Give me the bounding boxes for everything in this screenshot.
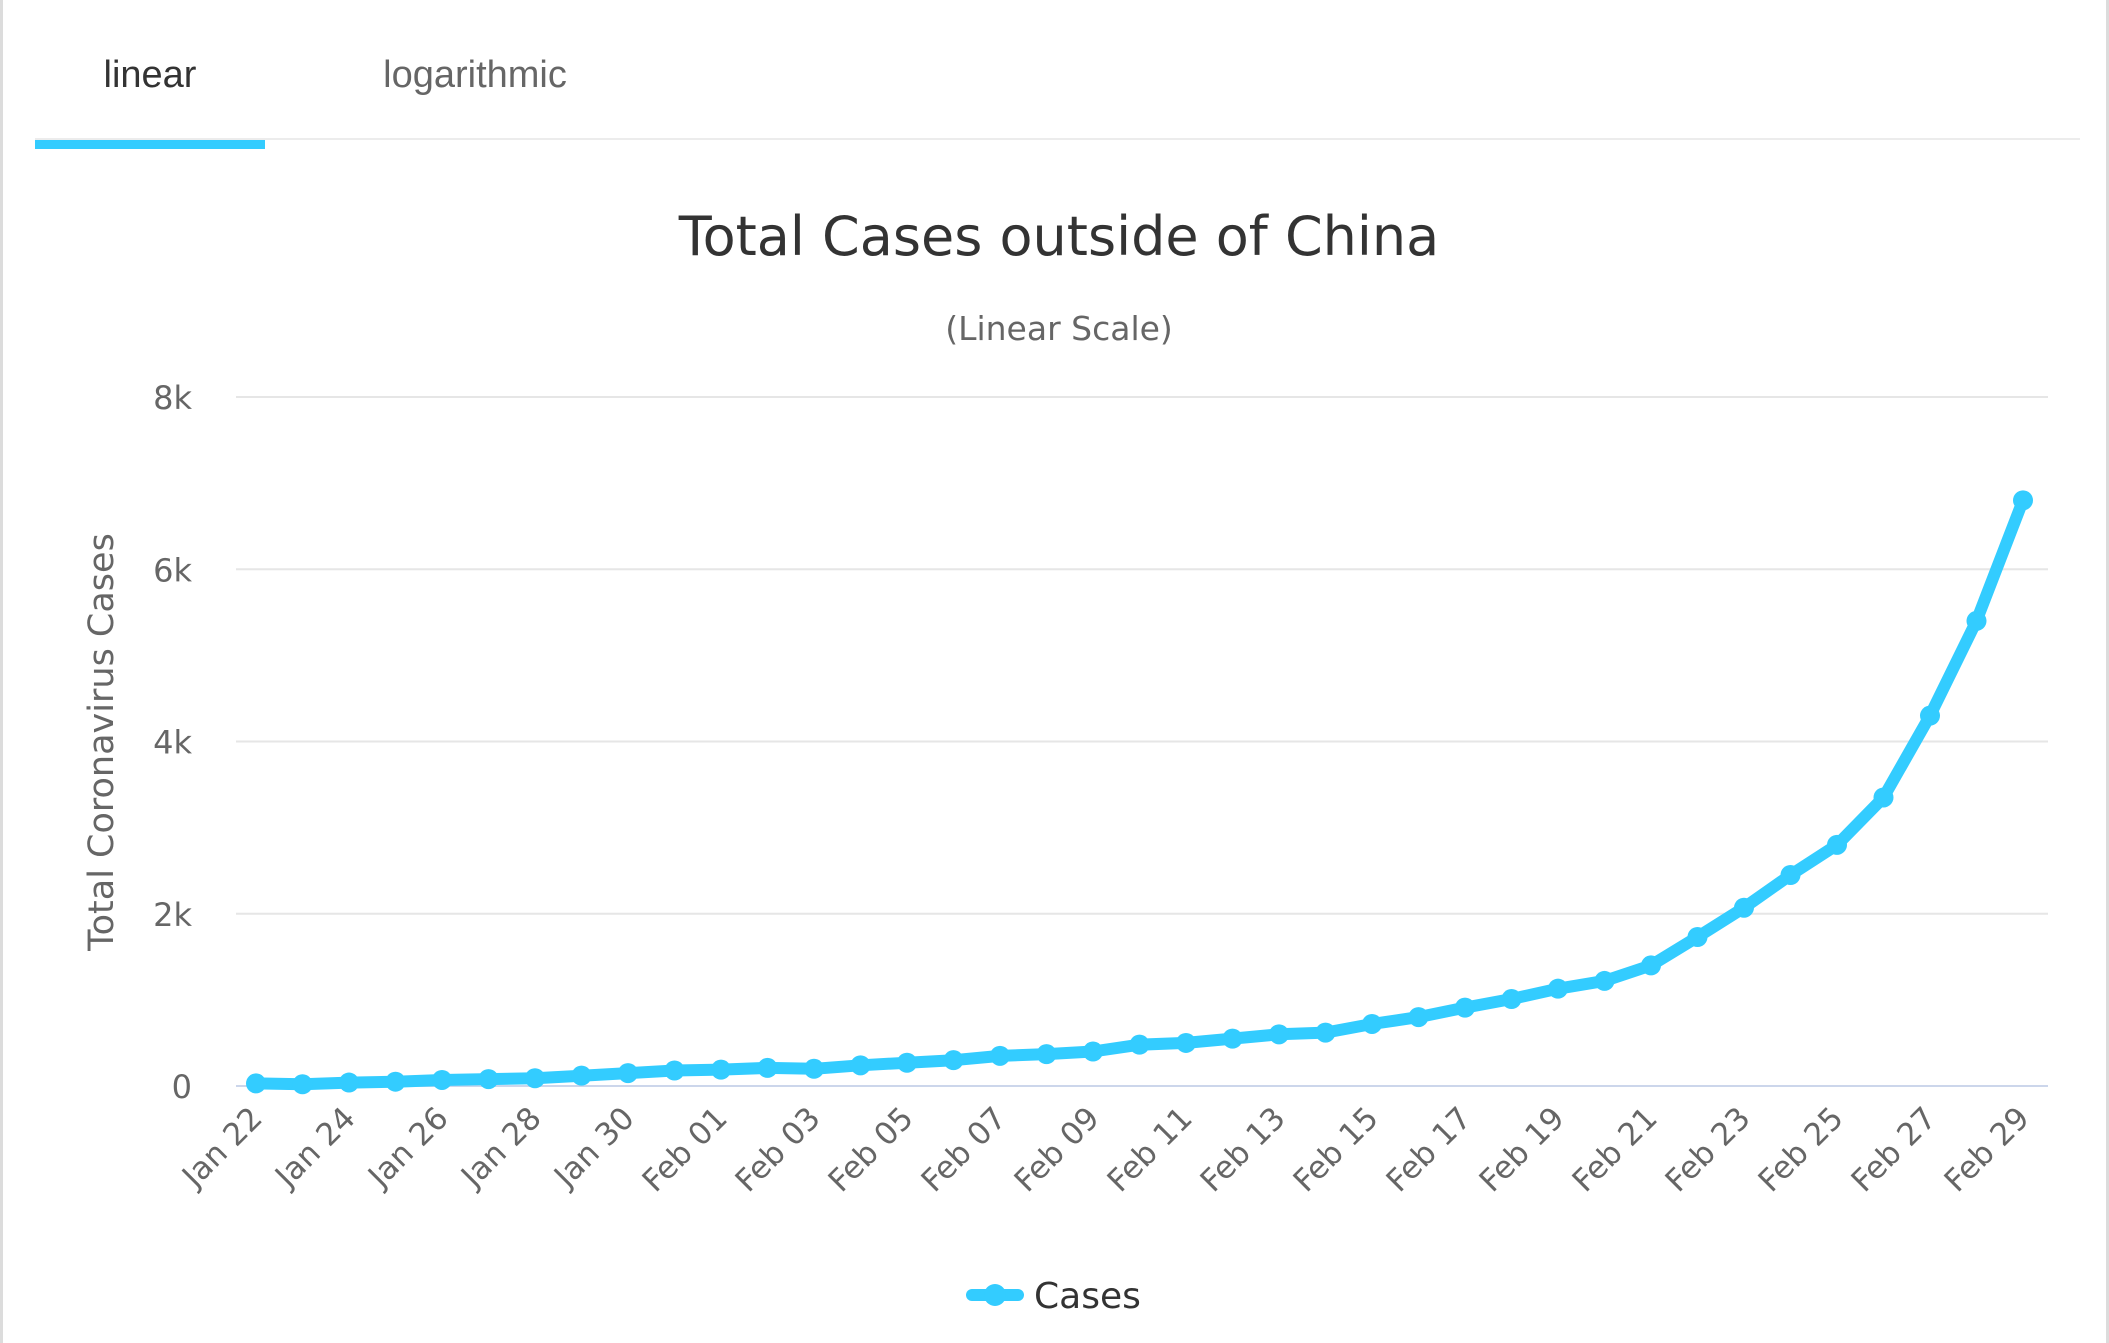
data-point: [2013, 490, 2033, 511]
y-axis-title: Total Coronavirus Cases: [82, 533, 122, 952]
scale-tabs: linear logarithmic: [35, 0, 2080, 150]
x-tick-label: Feb 23: [1659, 1100, 1758, 1199]
tab-linear[interactable]: linear: [103, 53, 197, 96]
chart-title: Total Cases outside of China: [678, 205, 1439, 268]
data-point: [757, 1057, 778, 1078]
x-tick-label: Feb 01: [636, 1100, 735, 1199]
data-point: [850, 1055, 871, 1076]
data-point: [711, 1059, 731, 1080]
data-point: [664, 1060, 685, 1081]
y-tick-label: 2k: [153, 896, 192, 934]
data-point: [1362, 1013, 1382, 1034]
x-tick-label: Feb 21: [1566, 1100, 1665, 1199]
data-point: [1548, 978, 1568, 999]
data-point: [1036, 1044, 1057, 1065]
data-point: [478, 1069, 499, 1090]
x-tick-label: Jan 22: [174, 1100, 270, 1196]
data-point: [246, 1073, 266, 1094]
data-point: [1222, 1028, 1243, 1049]
frame-right-border: [2106, 0, 2109, 1343]
x-tick-label: Feb 07: [915, 1100, 1014, 1199]
x-tick-label: Jan 24: [267, 1100, 363, 1196]
data-point: [990, 1045, 1010, 1066]
data-point: [1455, 997, 1475, 1018]
series-line-cases: [250, 494, 2029, 1091]
x-tick-label: Jan 26: [360, 1100, 456, 1196]
y-tick-label: 8k: [153, 379, 192, 417]
x-tick-label: Feb 17: [1380, 1100, 1479, 1199]
data-point: [1501, 989, 1522, 1010]
x-tick-label: Feb 19: [1473, 1100, 1572, 1199]
data-point: [1827, 834, 1847, 855]
data-point: [1176, 1032, 1196, 1053]
x-tick-label: Feb 15: [1287, 1100, 1386, 1199]
data-point: [1687, 927, 1708, 948]
x-tick-label: Feb 11: [1101, 1100, 1200, 1199]
data-point: [943, 1050, 964, 1071]
tab-logarithmic[interactable]: logarithmic: [383, 53, 567, 96]
data-point: [1408, 1007, 1429, 1028]
data-point: [804, 1058, 824, 1079]
active-tab-indicator: [35, 140, 265, 149]
data-point: [292, 1074, 313, 1095]
data-point: [618, 1063, 638, 1084]
x-tick-label: Feb 09: [1008, 1100, 1107, 1199]
y-tick-label: 6k: [153, 551, 192, 589]
data-point: [1780, 864, 1801, 885]
data-point: [1641, 955, 1661, 976]
data-point: [1594, 970, 1615, 991]
legend-marker: [984, 1284, 1006, 1306]
frame-left-border: [0, 0, 3, 1343]
y-tick-label: 0: [172, 1068, 192, 1106]
x-tick-label: Feb 05: [822, 1100, 921, 1199]
data-point: [1269, 1024, 1289, 1045]
chart-subtitle: (Linear Scale): [945, 309, 1173, 348]
x-tick-label: Feb 25: [1752, 1100, 1851, 1199]
data-point: [525, 1068, 545, 1089]
data-point: [897, 1052, 917, 1073]
data-point: [1129, 1034, 1150, 1055]
data-point: [432, 1069, 452, 1090]
data-point: [571, 1065, 592, 1086]
x-tick-label: Feb 29: [1938, 1100, 2037, 1199]
x-tick-label: Jan 28: [453, 1100, 549, 1196]
x-tick-label: Jan 30: [546, 1100, 642, 1196]
data-point: [339, 1072, 359, 1093]
data-point: [1083, 1041, 1103, 1062]
x-tick-label: Feb 13: [1194, 1100, 1293, 1199]
data-point: [1966, 610, 1987, 631]
x-tick-label: Feb 27: [1845, 1100, 1944, 1199]
data-point: [1315, 1022, 1336, 1043]
data-point: [1920, 705, 1940, 726]
data-point: [1873, 787, 1894, 808]
legend-label-cases: Cases: [1034, 1276, 1141, 1317]
data-point: [385, 1071, 406, 1092]
data-point: [1734, 897, 1754, 918]
tabs-divider: [35, 138, 2080, 140]
x-tick-label: Feb 03: [729, 1100, 828, 1199]
y-tick-label: 4k: [153, 724, 192, 762]
